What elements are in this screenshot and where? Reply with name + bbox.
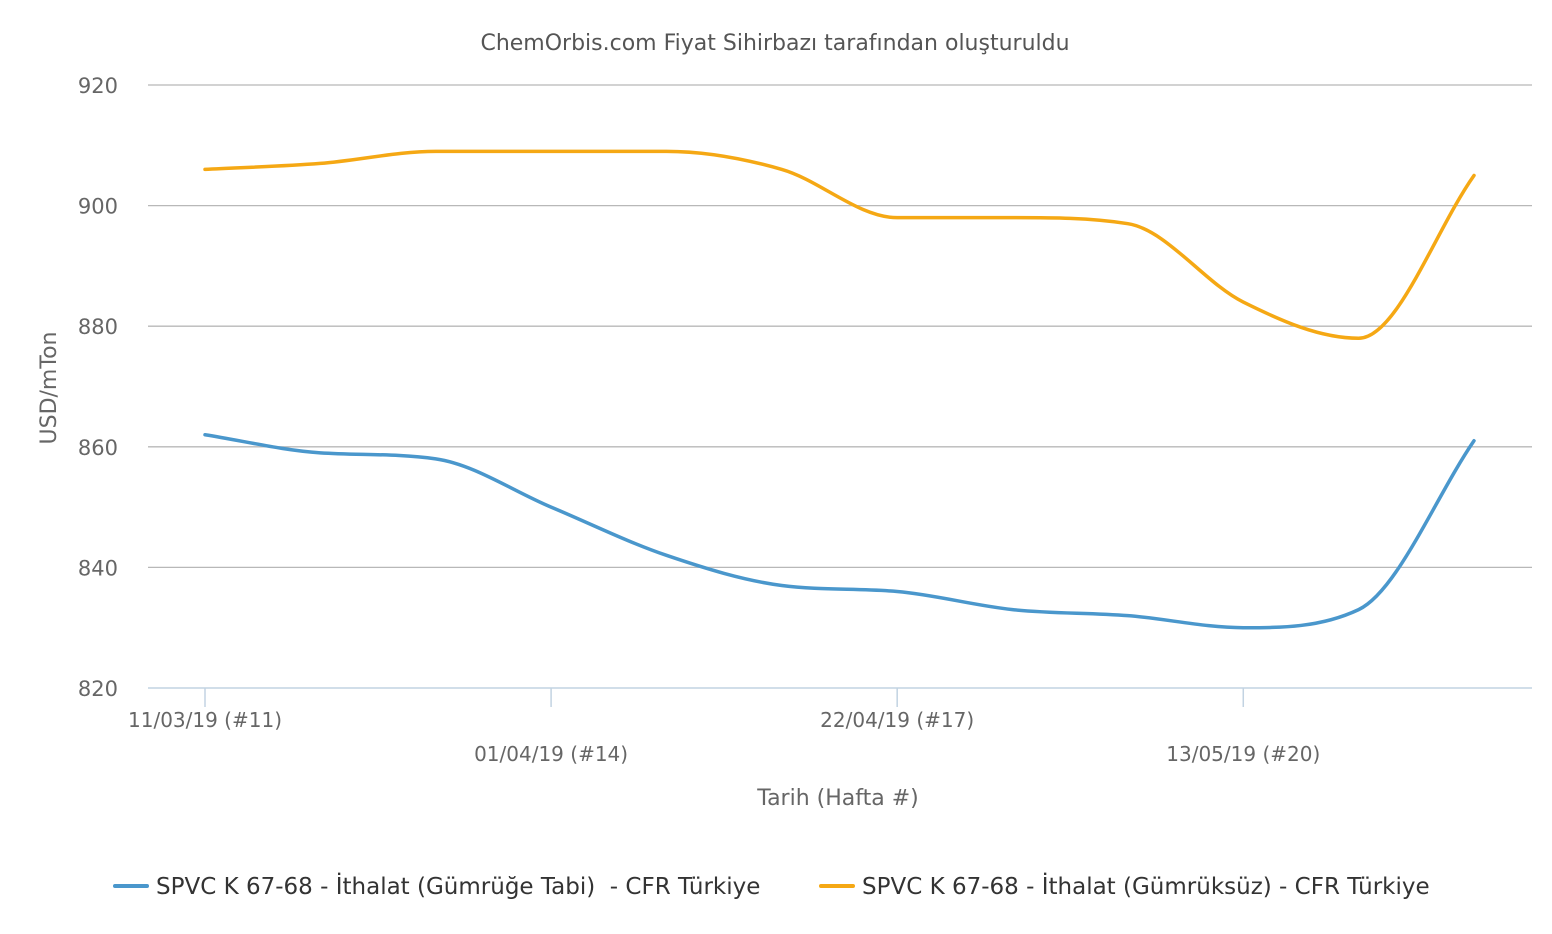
series-line-2[interactable] — [203, 149, 1476, 341]
legend-label: SPVC K 67-68 - İthalat (Gümrüksüz) - CFR… — [862, 872, 1430, 900]
y-axis: 820 840 860 880 900 920 — [78, 74, 118, 701]
legend-item-2[interactable]: SPVC K 67-68 - İthalat (Gümrüksüz) - CFR… — [819, 872, 1430, 900]
x-tick-label: 01/04/19 (#14) — [474, 742, 628, 766]
y-tick-label: 820 — [78, 677, 118, 701]
x-tick-label: 22/04/19 (#17) — [820, 708, 974, 732]
y-tick-label: 920 — [78, 74, 118, 98]
x-tick-label: 11/03/19 (#11) — [128, 708, 282, 732]
y-axis-title: USD/mTon — [37, 332, 62, 445]
y-tick-label: 840 — [78, 556, 118, 580]
x-tick-label: 13/05/19 (#20) — [1166, 742, 1320, 766]
y-tick-label: 860 — [78, 436, 118, 460]
grid-lines — [148, 84, 1532, 569]
x-axis: 11/03/19 (#11) 01/04/19 (#14) 22/04/19 (#1… — [128, 687, 1532, 766]
legend-item-1[interactable]: SPVC K 67-68 - İthalat (Gümrüğe Tabi) - … — [113, 872, 760, 900]
series-line-1[interactable] — [203, 432, 1476, 630]
x-axis-title: Tarih (Hafta #) — [756, 786, 918, 811]
y-tick-label: 900 — [78, 195, 118, 219]
series-lines — [203, 149, 1476, 630]
chart-title: ChemOrbis.com Fiyat Sihirbazı tarafından… — [480, 31, 1069, 56]
legend-label: SPVC K 67-68 - İthalat (Gümrüğe Tabi) - … — [156, 872, 760, 900]
y-tick-label: 880 — [78, 315, 118, 339]
legend[interactable]: SPVC K 67-68 - İthalat (Gümrüğe Tabi) - … — [113, 872, 1430, 900]
